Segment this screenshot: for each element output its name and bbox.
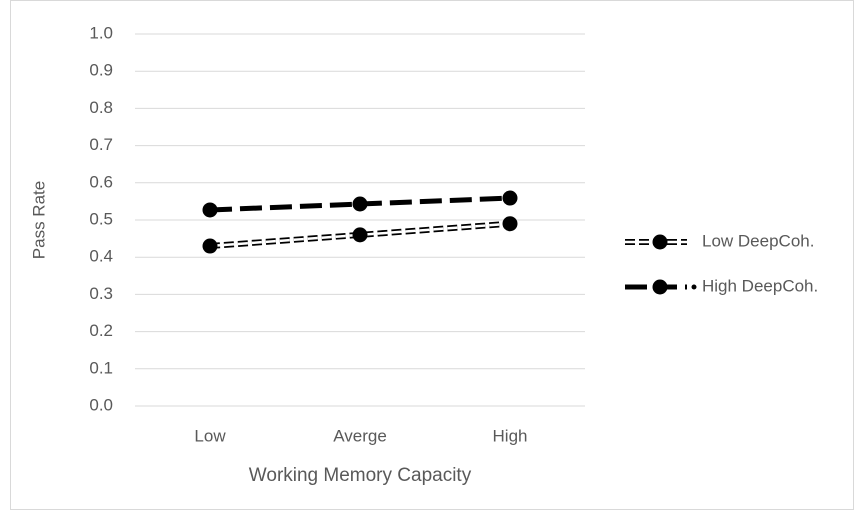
- chart-border: [10, 0, 854, 510]
- y-tick-label: 0.3: [89, 284, 113, 303]
- x-tick-label: Low: [194, 426, 226, 445]
- y-tick-label: 0.2: [89, 321, 113, 340]
- legend-marker: [652, 234, 668, 250]
- legend-dot: [691, 284, 697, 290]
- y-tick-label: 0.8: [89, 98, 113, 117]
- legend-label[interactable]: Low DeepCoh.: [702, 231, 814, 250]
- data-point: [502, 190, 518, 206]
- y-tick-label: 0.1: [89, 358, 113, 377]
- x-tick-label: Averge: [333, 426, 387, 445]
- legend-label[interactable]: High DeepCoh.: [702, 276, 818, 295]
- data-point: [202, 238, 218, 254]
- x-axis-label: Working Memory Capacity: [249, 465, 472, 486]
- y-tick-label: 0.4: [89, 247, 113, 266]
- y-tick-label: 0.7: [89, 135, 113, 154]
- y-tick-label: 0.0: [89, 395, 113, 414]
- legend-marker: [652, 279, 668, 295]
- y-axis-label: Pass Rate: [29, 181, 48, 259]
- y-tick-label: 0.9: [89, 61, 113, 80]
- y-tick-label: 0.6: [89, 172, 113, 191]
- y-tick-label: 0.5: [89, 209, 113, 228]
- y-tick-label: 1.0: [89, 23, 113, 42]
- series-line-inner: [209, 222, 511, 248]
- x-tick-label: High: [493, 426, 528, 445]
- data-point: [352, 196, 368, 212]
- data-point: [352, 227, 368, 243]
- data-point: [202, 202, 218, 218]
- data-point: [502, 216, 518, 232]
